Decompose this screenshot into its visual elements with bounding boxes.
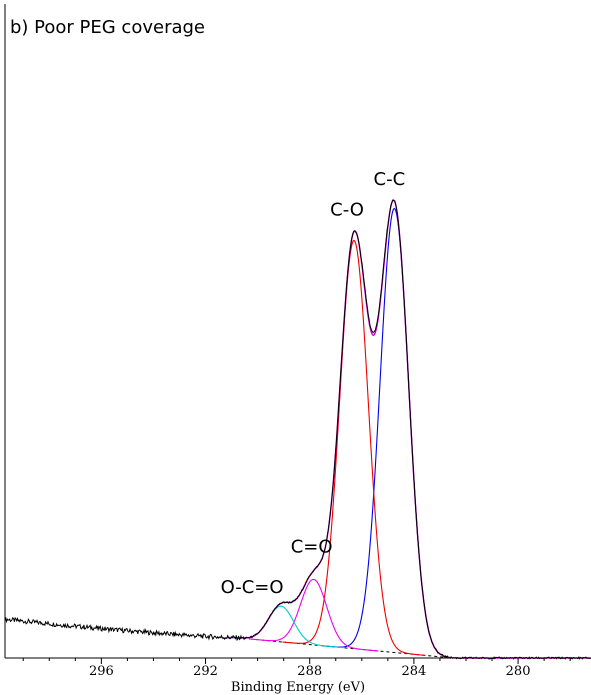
x-tick-label: 292 xyxy=(193,664,218,679)
background-line xyxy=(237,637,484,659)
peak-label-c-c: C-C xyxy=(374,169,406,190)
peak-label-o-c-o: O-C=O xyxy=(221,577,284,598)
baseline-layer xyxy=(237,637,484,659)
x-tick-label: 284 xyxy=(401,664,426,679)
envelope-layer xyxy=(4,199,591,660)
ticks-layer: 296 292 288 284 280 xyxy=(22,658,571,679)
labels-layer: C-C C-O C=O O-C=O xyxy=(221,169,406,598)
peak-label-c-o: C-O xyxy=(330,200,364,221)
x-axis-label: Binding Energy (eV) xyxy=(231,680,365,695)
peak-c-o-curve xyxy=(248,578,379,652)
x-tick-label: 288 xyxy=(297,664,322,679)
peak-c-o-curve xyxy=(282,239,426,656)
peak-label-c-o: C=O xyxy=(291,536,333,557)
x-tick-label: 280 xyxy=(506,664,531,679)
chart-title: b) Poor PEG coverage xyxy=(10,17,205,38)
spectrum-data-line xyxy=(4,199,591,660)
x-tick-label: 296 xyxy=(89,664,114,679)
